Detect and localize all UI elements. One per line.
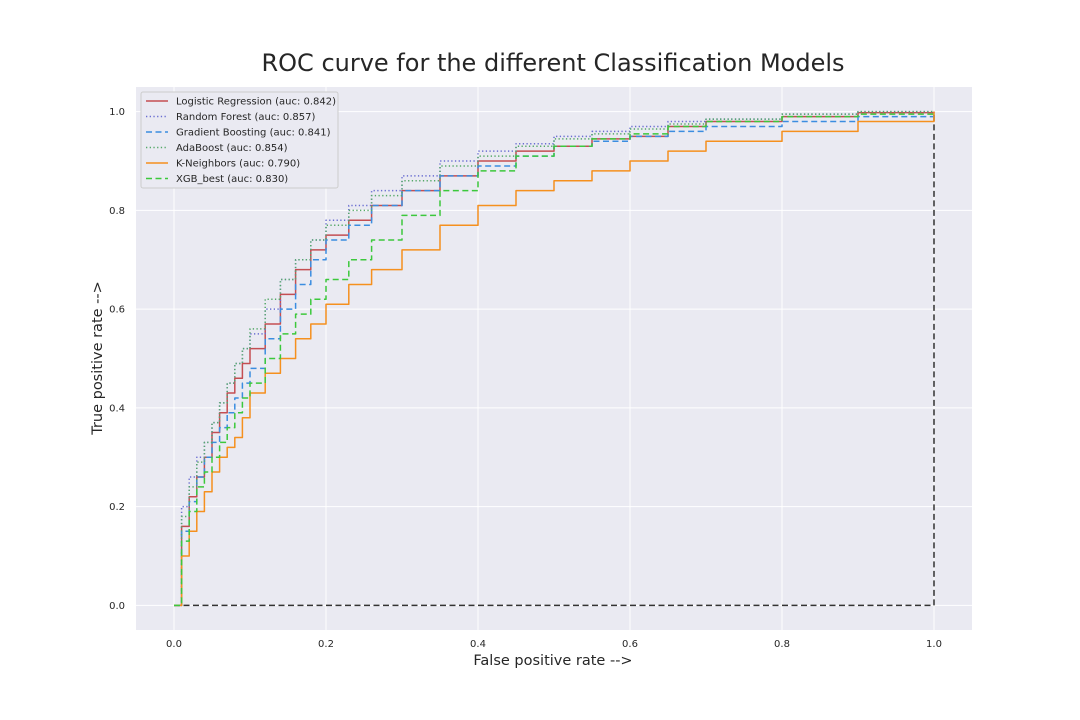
x-tick-label: 0.0 — [166, 639, 182, 650]
x-axis-label: False positive rate --> — [473, 653, 632, 669]
series-line-3 — [174, 111, 935, 607]
y-tick-label: 0.2 — [109, 502, 125, 513]
series-layer — [174, 110, 935, 607]
legend-entry: Random Forest (auc: 0.857) — [176, 112, 315, 123]
x-tick-label: 0.8 — [774, 639, 790, 650]
x-tick-label: 0.2 — [318, 639, 334, 650]
legend-entry: XGB_best (auc: 0.830) — [176, 174, 288, 185]
y-tick-label: 0.6 — [109, 305, 125, 316]
series-line-6 — [174, 111, 935, 607]
series-line-0 — [174, 111, 935, 607]
x-tick-label: 1.0 — [926, 639, 942, 650]
chart-title: ROC curve for the different Classificati… — [261, 49, 844, 77]
legend-box — [140, 91, 339, 189]
legend-entry: Gradient Boosting (auc: 0.841) — [176, 128, 331, 139]
x-tick-label: 0.4 — [470, 639, 486, 650]
series-line-4 — [174, 110, 934, 607]
series-line-5 — [174, 111, 935, 607]
y-tick-label: 1.0 — [109, 107, 125, 118]
y-tick-label: 0.4 — [109, 403, 125, 414]
legend-entry: Logistic Regression (auc: 0.842) — [176, 97, 336, 108]
legend-entry: AdaBoost (auc: 0.854) — [176, 143, 288, 154]
y-tick-label: 0.0 — [109, 601, 125, 612]
legend-entry: K-Neighbors (auc: 0.790) — [176, 159, 300, 170]
x-tick-label: 0.6 — [622, 639, 638, 650]
legend: Logistic Regression (auc: 0.842) Random F… — [140, 91, 339, 189]
y-axis-label: True positive rate --> — [90, 281, 106, 436]
tick-layer: 0.0 0.2 0.4 0.6 0.8 1.0 0.0 0.2 0.4 0.6 0.8 1.0 — [109, 107, 942, 650]
y-tick-label: 0.8 — [109, 206, 125, 217]
